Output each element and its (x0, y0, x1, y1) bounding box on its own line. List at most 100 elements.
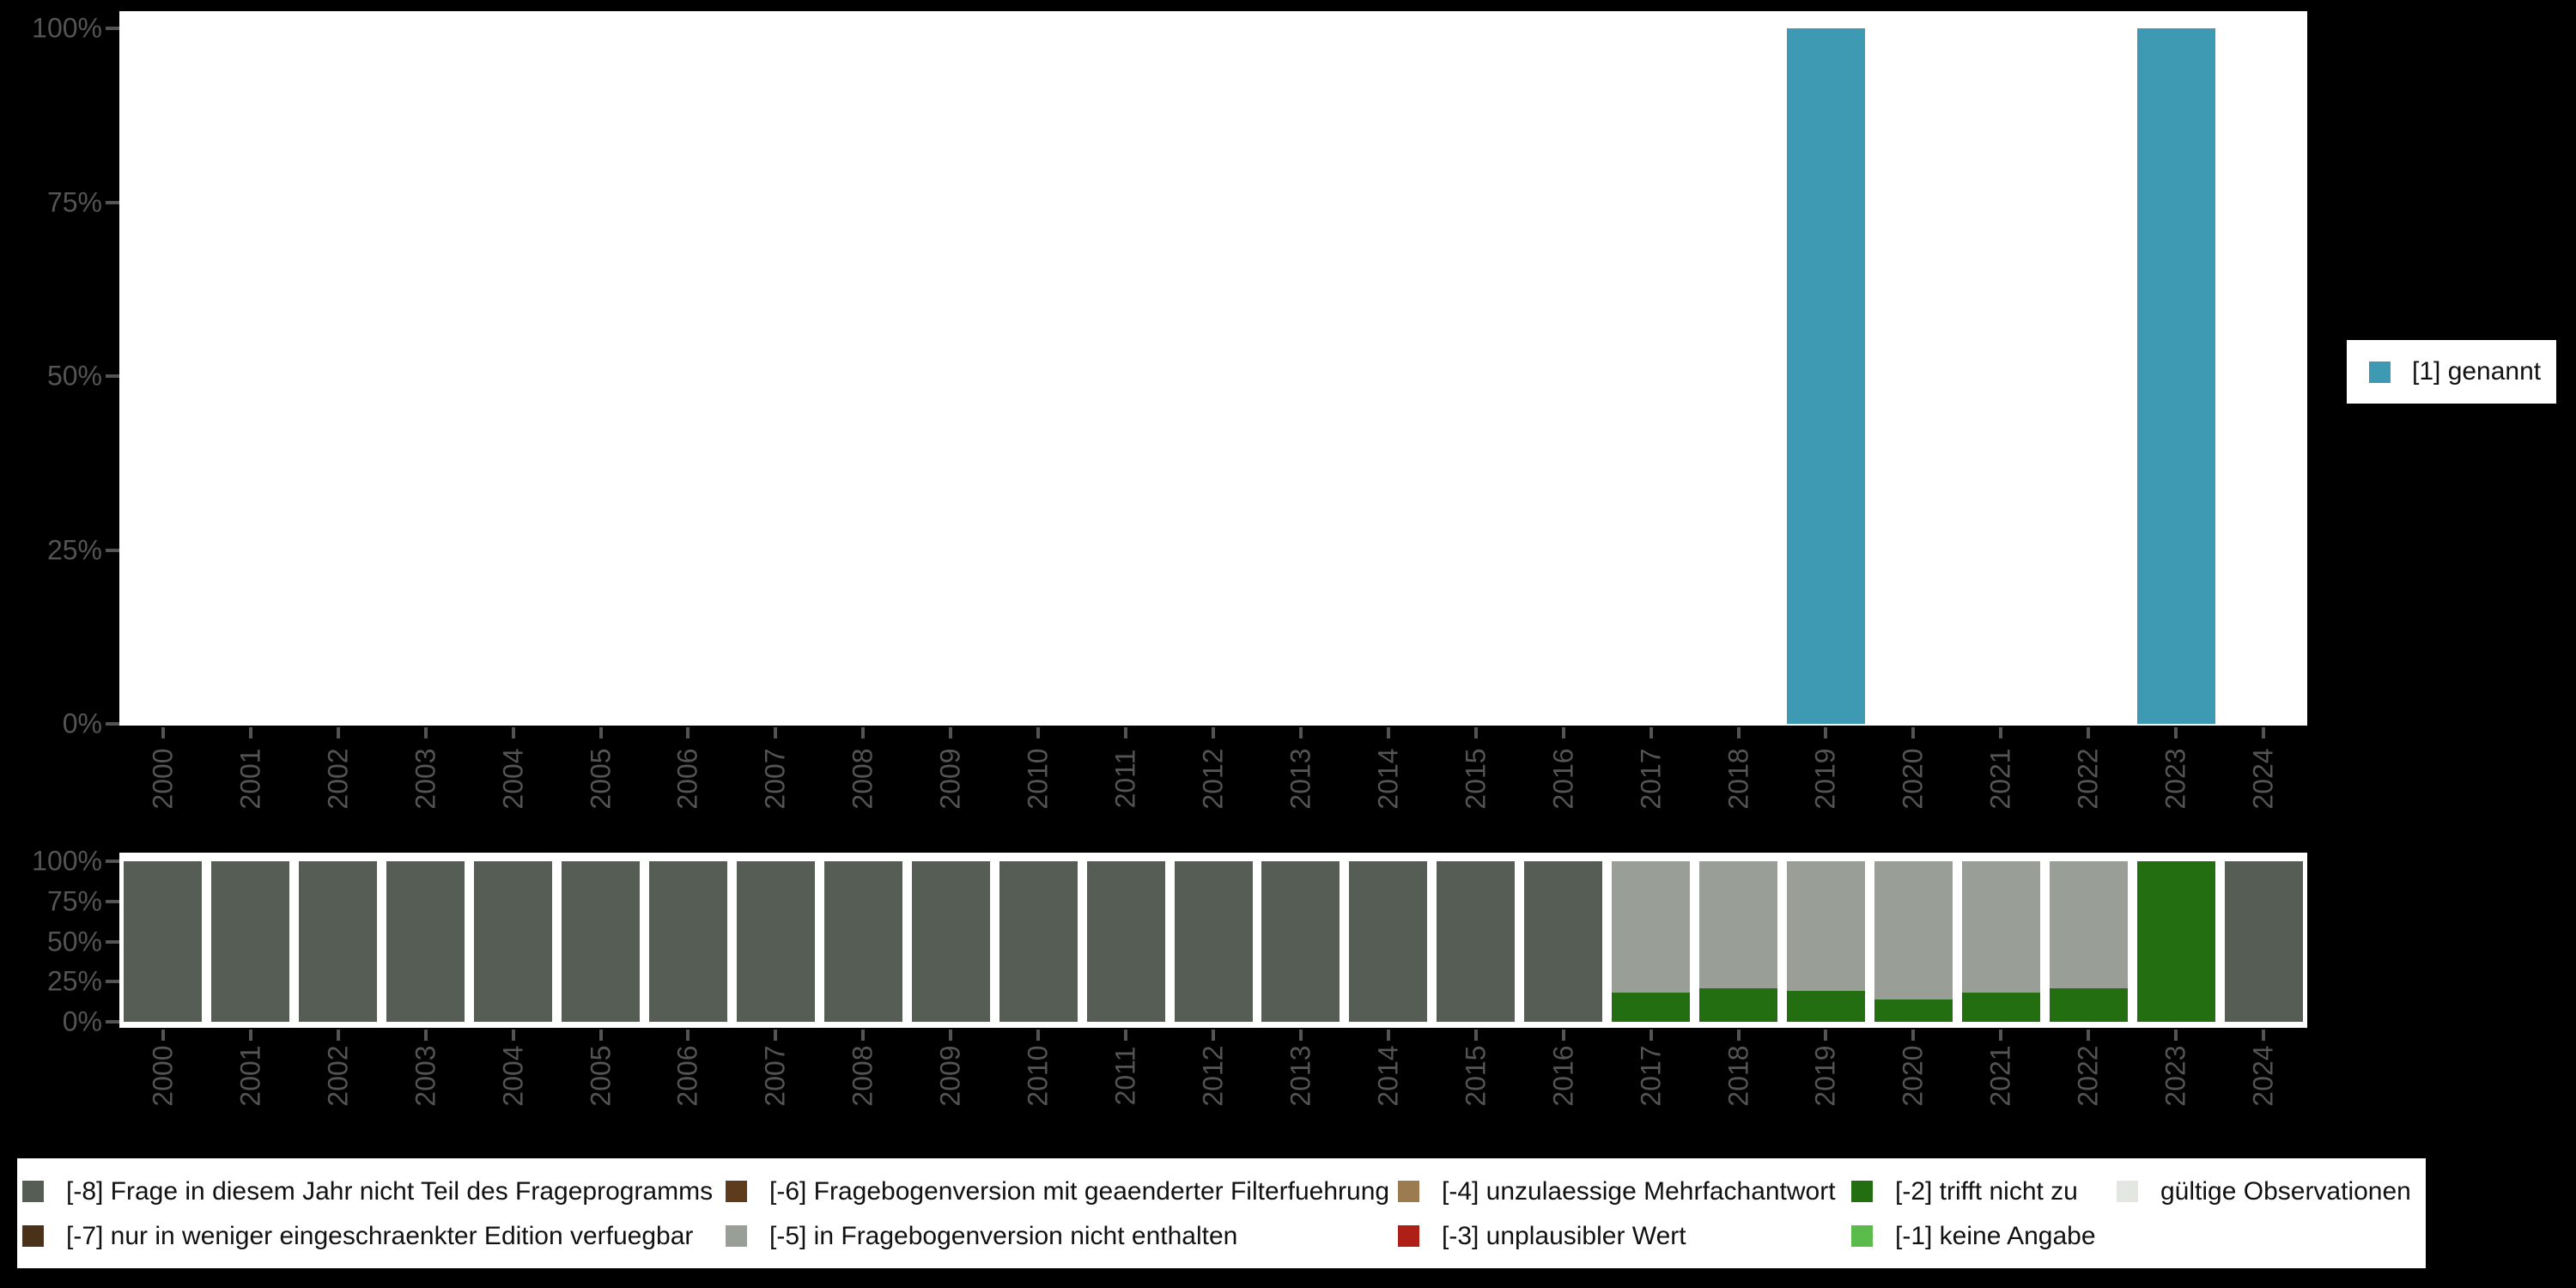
x-tick (861, 727, 866, 738)
y-tick (106, 722, 119, 726)
bottom-chart-segment-2010-m8 (999, 861, 1078, 1022)
x-axis-year-label: 2002 (322, 1045, 354, 1107)
x-tick (1298, 1030, 1303, 1041)
y-axis-percent-label: 0% (62, 708, 102, 739)
x-tick (1473, 727, 1478, 738)
legend-swatch-genannt (2369, 361, 2391, 383)
x-axis-year-label: 2016 (1547, 1045, 1579, 1107)
x-tick (1473, 1030, 1478, 1041)
legend-label-valid: gültige Observationen (2160, 1177, 2411, 1206)
x-tick (1386, 727, 1390, 738)
legend-label-m3: [-3] unplausibler Wert (1442, 1222, 1686, 1250)
bottom-chart-segment-2011-m8 (1086, 861, 1165, 1022)
x-axis-year-label: 2013 (1285, 1045, 1316, 1107)
x-tick (1649, 1030, 1653, 1041)
x-axis-year-label: 2007 (759, 1045, 791, 1107)
x-axis-year-label: 2019 (1809, 1045, 1841, 1107)
top-chart-legend: [1] genannt (2347, 340, 2556, 404)
bottom-chart-segment-2007-m8 (736, 861, 815, 1022)
y-tick (106, 200, 119, 204)
y-axis-percent-label: 25% (46, 965, 102, 997)
x-tick (1736, 1030, 1741, 1041)
bottom-chart-segment-2019-m2 (1786, 991, 1865, 1022)
bottom-chart-segment-2013-m8 (1261, 861, 1340, 1022)
x-axis-year-label: 2008 (847, 748, 878, 810)
bottom-chart-segment-2024-m8 (2224, 861, 2303, 1022)
x-tick (423, 727, 428, 738)
y-tick (106, 374, 119, 378)
x-tick (686, 727, 690, 738)
y-tick (106, 1020, 119, 1024)
bottom-chart-segment-2022-m2 (2049, 987, 2128, 1022)
bottom-chart-segment-2002-m8 (299, 861, 378, 1022)
bottom-chart-segment-2022-m5 (2049, 861, 2128, 988)
bottom-chart-segment-2008-m8 (823, 861, 902, 1022)
x-tick (1212, 1030, 1215, 1041)
x-axis-year-label: 2000 (147, 1045, 179, 1107)
y-axis-percent-label: 0% (62, 1005, 102, 1037)
bottom-chart-segment-2003-m8 (386, 861, 465, 1022)
y-tick (106, 899, 119, 903)
x-tick (336, 1030, 340, 1041)
x-tick (686, 1030, 690, 1041)
bottom-chart-segment-2015-m8 (1437, 861, 1516, 1022)
legend-label-m4: [-4] unzulaessige Mehrfachantwort (1442, 1177, 1836, 1206)
top-chart-plot-area (119, 11, 2307, 726)
x-axis-year-label: 2018 (1722, 1045, 1754, 1107)
x-axis-year-label: 2018 (1722, 748, 1754, 810)
x-axis-year-label: 2016 (1547, 748, 1579, 810)
legend-swatch-m6 (726, 1181, 747, 1202)
x-axis-year-label: 2009 (934, 1045, 966, 1107)
bottom-chart-segment-2009-m8 (911, 861, 990, 1022)
x-tick (861, 1030, 866, 1041)
x-axis-year-label: 2010 (1022, 748, 1054, 810)
x-tick (1824, 727, 1828, 738)
top-chart-bar-2023 (2136, 28, 2215, 724)
x-tick (423, 1030, 428, 1041)
x-tick (1212, 727, 1215, 738)
missing-values-legend: [-8] Frage in diesem Jahr nicht Teil des… (17, 1158, 2426, 1268)
bottom-chart-segment-2016-m8 (1524, 861, 1603, 1022)
bottom-chart-segment-2006-m8 (648, 861, 727, 1022)
legend-label-m2: [-2] trifft nicht zu (1895, 1177, 2078, 1206)
legend-label-m5: [-5] in Fragebogenversion nicht enthalte… (769, 1222, 1238, 1250)
x-axis-year-label: 2007 (759, 748, 791, 810)
y-tick (106, 548, 119, 552)
bottom-chart-segment-2020-m2 (1874, 999, 1953, 1022)
x-axis-year-label: 2014 (1372, 1045, 1404, 1107)
legend-swatch-valid (2117, 1181, 2138, 1202)
x-tick (248, 1030, 252, 1041)
legend-label-m1: [-1] keine Angabe (1895, 1222, 2096, 1250)
x-axis-year-label: 2015 (1460, 1045, 1492, 1107)
x-axis-year-label: 2021 (1984, 1045, 2016, 1107)
x-axis-year-label: 2011 (1109, 749, 1141, 809)
x-axis-year-label: 2015 (1460, 748, 1492, 810)
bottom-chart-segment-2021-m5 (1961, 861, 2040, 993)
x-axis-year-label: 2009 (934, 748, 966, 810)
x-axis-year-label: 2020 (1897, 748, 1929, 810)
x-tick (161, 727, 165, 738)
x-tick (1824, 1030, 1828, 1041)
legend-swatch-m1 (1851, 1225, 1873, 1247)
x-tick (774, 1030, 778, 1041)
x-tick (161, 1030, 165, 1041)
x-tick (1561, 727, 1565, 738)
y-axis-percent-label: 50% (46, 926, 102, 957)
legend-swatch-m5 (726, 1225, 747, 1247)
x-axis-year-label: 2022 (2072, 748, 2104, 810)
x-tick (2262, 1030, 2266, 1041)
x-tick (1124, 727, 1128, 738)
x-tick (1124, 1030, 1128, 1041)
bottom-chart-segment-2000-m8 (124, 861, 203, 1022)
bottom-chart-segment-2018-m2 (1699, 987, 1778, 1022)
x-axis-year-label: 2012 (1197, 1045, 1229, 1107)
x-axis-year-label: 2005 (585, 1045, 617, 1107)
bottom-chart-segment-2001-m8 (211, 861, 290, 1022)
y-axis-percent-label: 100% (32, 845, 102, 877)
x-axis-year-label: 2017 (1635, 1045, 1667, 1107)
x-axis-year-label: 2023 (2160, 748, 2191, 810)
bottom-chart-segment-2017-m5 (1612, 861, 1691, 993)
x-tick (1649, 727, 1653, 738)
bottom-chart-segment-2012-m8 (1174, 861, 1253, 1022)
x-tick (598, 727, 603, 738)
